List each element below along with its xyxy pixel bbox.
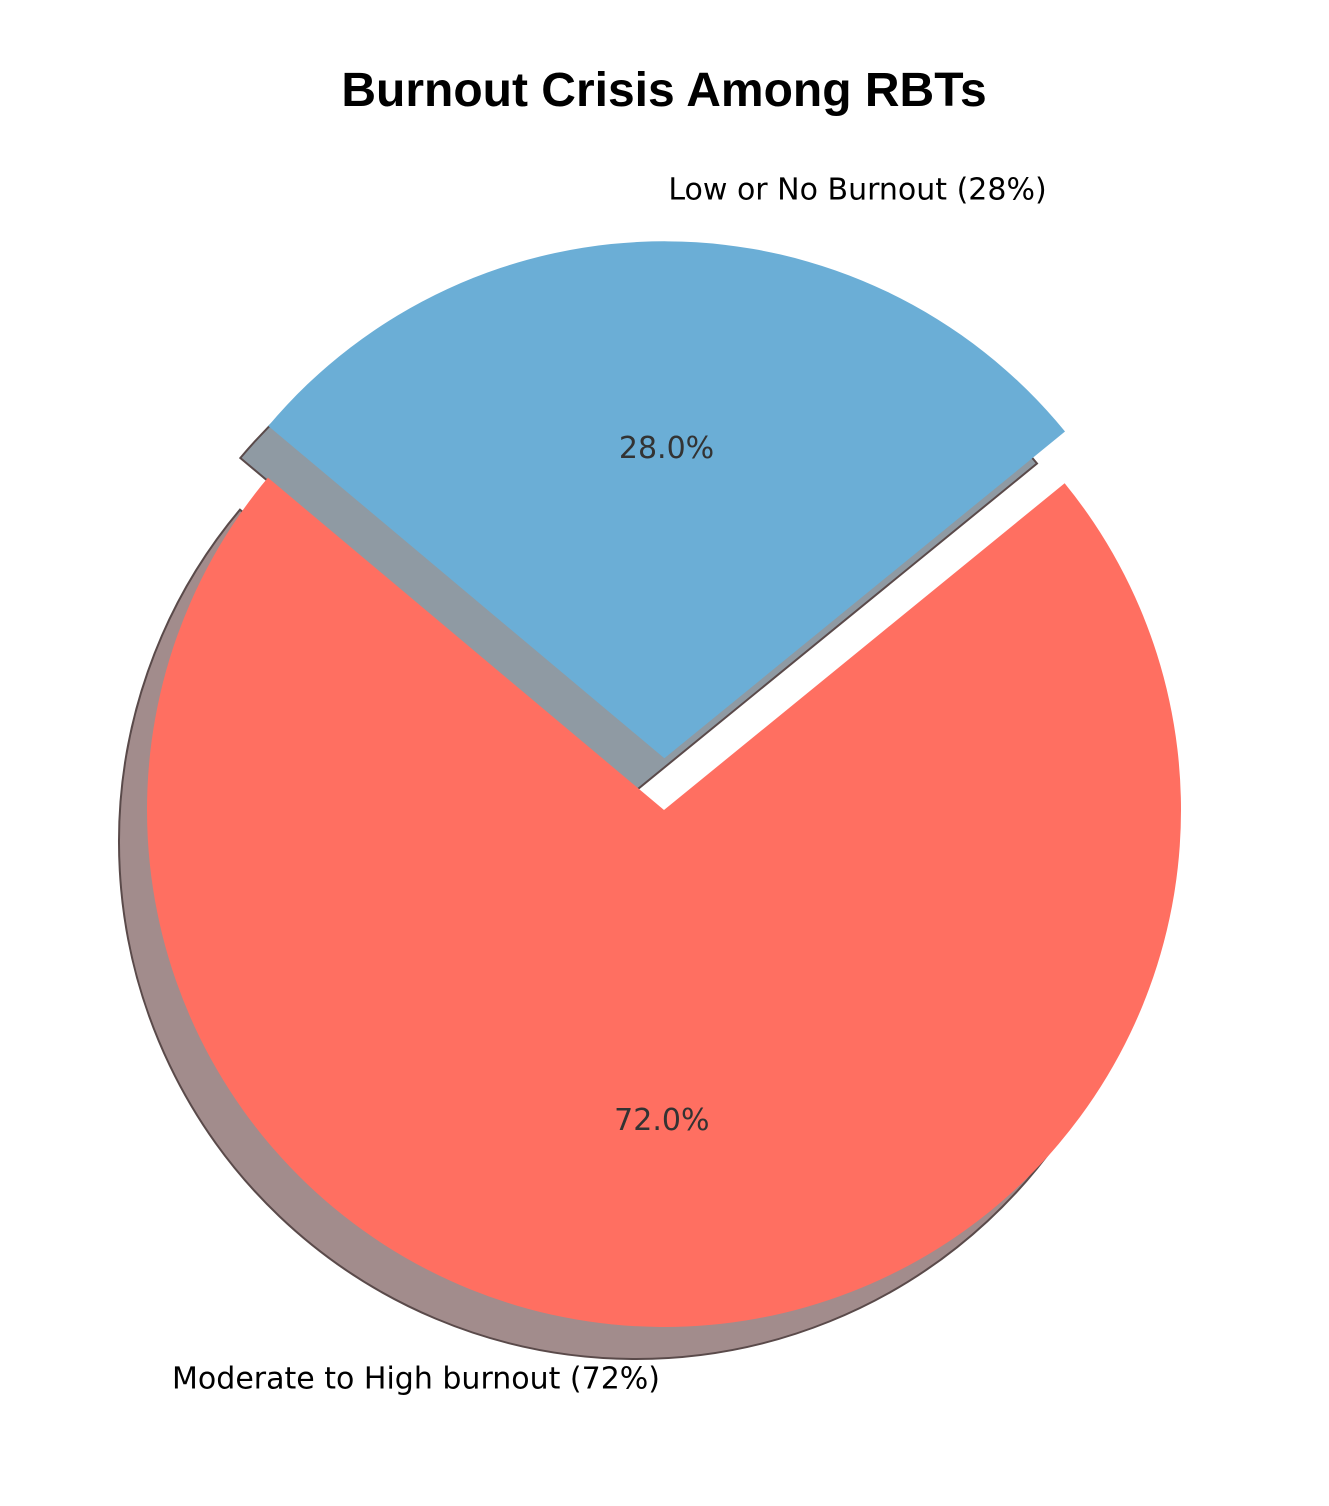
slice-label-moderate-to-high-burnout-72: Moderate to High burnout (72%): [172, 1362, 660, 1397]
pct-label-moderate-to-high-burnout-72: 72.0%: [614, 1103, 709, 1138]
pie-labels: 72.0% Moderate to High burnout (72%) 28.0%…: [172, 173, 1047, 1397]
pct-label-low-or-no-burnout-28: 28.0%: [619, 431, 714, 466]
slice-label-low-or-no-burnout-28: Low or No Burnout (28%): [668, 173, 1046, 208]
pie-slice-moderate-to-high-burnout-72: [146, 477, 1181, 1327]
chart-title: Burnout Crisis Among RBTs: [341, 64, 986, 117]
pie-slices: [146, 241, 1181, 1327]
pie-slice-low-or-no-burnout-28: [268, 241, 1066, 759]
